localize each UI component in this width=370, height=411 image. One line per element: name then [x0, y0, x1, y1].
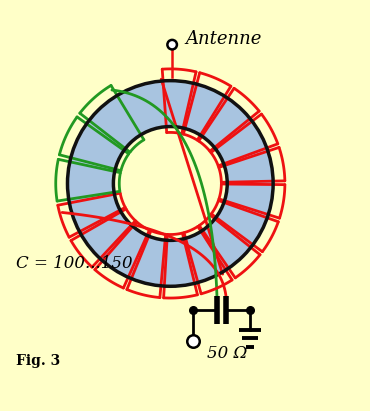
Text: C = 100...150: C = 100...150 — [16, 255, 133, 272]
Circle shape — [67, 81, 273, 286]
Text: Antenne: Antenne — [185, 30, 261, 48]
Circle shape — [167, 40, 177, 49]
Circle shape — [113, 127, 227, 240]
Text: 50 Ω: 50 Ω — [207, 345, 247, 362]
Text: Fig. 3: Fig. 3 — [16, 354, 60, 368]
